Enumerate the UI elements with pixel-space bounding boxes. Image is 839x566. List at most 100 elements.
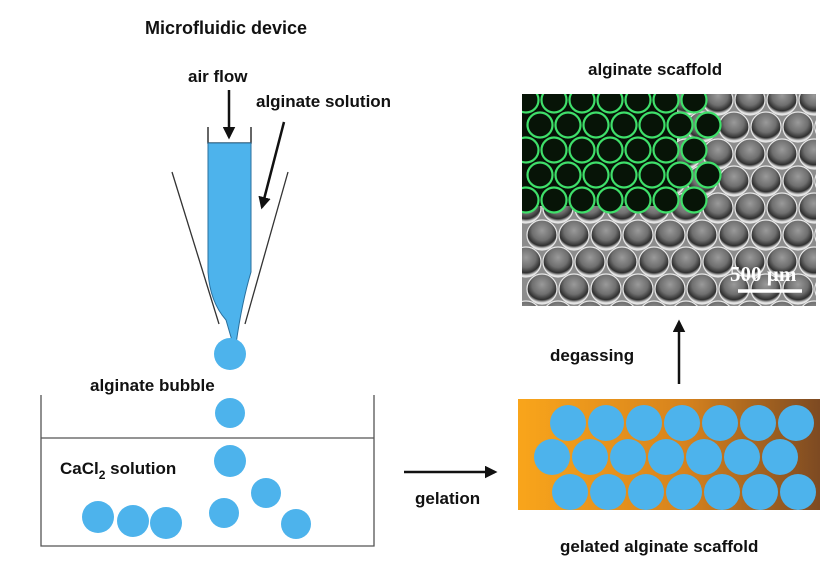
gel-bubble [626,405,662,441]
fluorescence-inset [522,94,722,214]
micrograph-cell [814,228,816,242]
fluorescent-cell [568,94,596,114]
micrograph-cell [606,246,638,278]
alginate-bubble [82,501,114,533]
micrograph-cell [558,219,590,251]
micrograph-cell [654,219,686,251]
gelated-scaffold-title: gelated alginate scaffold [560,537,758,556]
fluorescent-cell [666,161,694,189]
fluorescent-cell [582,161,610,189]
fluorescent-cell [652,186,680,214]
fluorescent-cell [540,136,568,164]
alginate-bubble [117,505,149,537]
fluorescent-cell [666,111,694,139]
micrograph-cell [782,165,814,197]
micrograph-cell [814,120,816,134]
gelated-scaffold-panel [518,399,820,510]
fluorescent-cell [694,111,722,139]
micrograph-cell [610,300,634,306]
fluorescent-cell [526,161,554,189]
micrograph-cell [766,192,798,224]
air-flow-label: air flow [188,67,248,86]
gel-bubble [550,405,586,441]
fluorescent-cell [680,186,708,214]
micrograph-cell [622,219,654,251]
micrograph-cell [766,138,798,170]
cacl2-label: CaCl2 solution [60,459,176,482]
cacl2-bath [40,395,375,547]
alginate-bubble [214,445,246,477]
fluorescent-cell [652,136,680,164]
fluorescent-cell [540,186,568,214]
micrograph-cell [831,193,839,223]
micrograph-cell [522,300,538,306]
micrograph-cell [718,111,750,143]
micrograph-cell [578,300,602,306]
solution-arrow-icon [258,121,286,210]
fluorescent-cell [596,94,624,114]
fluorescent-cell [624,94,652,114]
fluorescent-cell [568,136,596,164]
micrograph-cell [750,165,782,197]
gel-bubble [648,439,684,475]
gel-bubble [610,439,646,475]
gel-bubble [572,439,608,475]
micrograph-cell [702,192,734,224]
fluorescent-cell [522,94,540,114]
micrograph-cell [638,246,670,278]
fluorescent-cell [680,136,708,164]
micrograph-cell [686,273,718,305]
micrograph-cell [702,246,734,278]
micrograph-cell [734,138,766,170]
fluorescent-cell [582,111,610,139]
micrograph-cell [831,247,839,277]
cacl2-subscript: 2 [99,468,106,482]
gel-bubble [778,405,814,441]
alginate-bubble [281,509,311,539]
alginate-bubble [209,498,239,528]
alginate-bubble-label: alginate bubble [90,376,215,395]
micrograph-cell [734,94,766,116]
alginate-bubble [251,478,281,508]
micrograph-cell [738,300,762,306]
fluorescent-cell [540,94,568,114]
micrograph-cell [798,138,816,170]
micrograph-cell [674,300,698,306]
gel-bubble [686,439,722,475]
fluorescent-cell [652,94,680,114]
micrograph-cell [831,85,839,115]
alginate-bubble [150,507,182,539]
micrograph-cell [558,273,590,305]
gel-bubble [702,405,738,441]
gel-bubble [628,474,664,510]
fluorescent-cell [554,161,582,189]
fluorescent-cell [694,161,722,189]
gel-bubble [552,474,588,510]
micrograph-cell [590,219,622,251]
fluorescent-cell [624,136,652,164]
scaffold-micrograph [522,85,839,331]
micrograph-cell [654,273,686,305]
fluorescent-cell [638,161,666,189]
micrograph-cell [814,282,816,296]
gel-bubble [664,405,700,441]
micrograph-cell [706,300,730,306]
micrograph-cell [718,165,750,197]
micrograph-cell [590,273,622,305]
gel-bubble [704,474,740,510]
fluorescent-cell [596,186,624,214]
micrograph-cell [798,246,816,278]
micrograph-cell [831,301,839,331]
microfluidic-nozzle [171,127,289,345]
gel-bubble [588,405,624,441]
micrograph-cell [622,273,654,305]
micrograph-cell [718,219,750,251]
micrograph-cell [542,246,574,278]
micrograph-cell [798,94,816,116]
micrograph-cell [766,94,798,116]
micrograph-cell [798,192,816,224]
fluorescent-cell [554,111,582,139]
falling-bubbles [82,338,311,539]
fluorescent-cell [624,186,652,214]
